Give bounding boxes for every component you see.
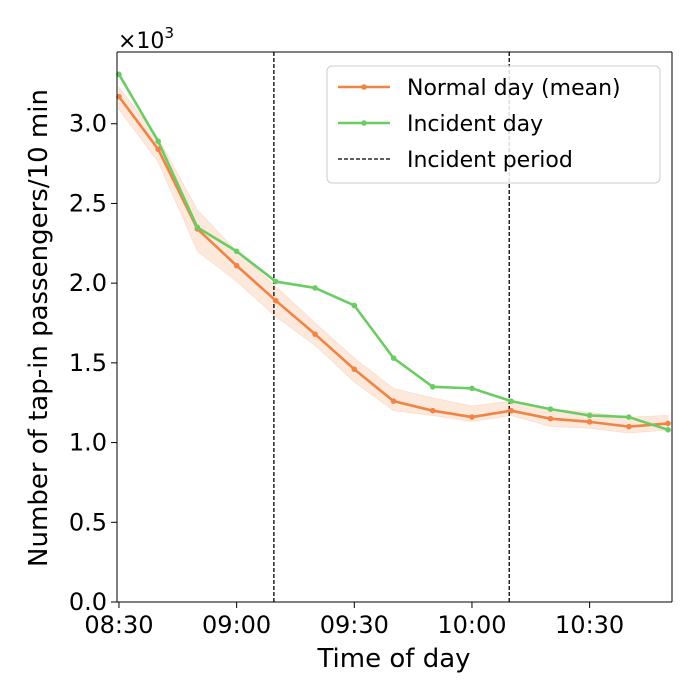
incident-day-point	[312, 285, 318, 291]
x-tick-label: 09:30	[320, 611, 389, 639]
normal-day-mean-point	[547, 415, 554, 422]
normal-day-mean-point	[116, 93, 122, 100]
legend-label-incident-period: Incident period	[407, 148, 573, 173]
normal-day-mean-point	[469, 414, 475, 420]
incident-day-point	[469, 385, 475, 392]
incident-day-point	[429, 383, 436, 390]
incident-day-point	[273, 278, 279, 285]
x-tick-label: 08:30	[84, 611, 153, 639]
legend: Normal day (mean) Incident day Incident …	[326, 65, 661, 184]
legend-label-incident-day: Incident day	[407, 112, 543, 137]
y-scale-prefix: ×10	[118, 29, 164, 54]
y-tick-label: 1.0	[69, 429, 107, 457]
normal-day-mean-point	[273, 297, 279, 304]
legend-marker-normal-day	[361, 84, 367, 90]
axes	[116, 51, 673, 603]
y-axis-title: Number of tap-in passengers/10 min	[24, 89, 54, 567]
normal-day-mean-point	[586, 419, 593, 425]
normal-day-mean-point	[312, 331, 318, 337]
y-tick-label: 2.5	[69, 189, 107, 217]
x-axis-title: Time of day	[316, 644, 470, 674]
x-tick-label: 09:00	[202, 611, 271, 639]
incident-day-point	[233, 248, 240, 255]
normal-day-mean-point	[626, 423, 632, 430]
x-tick-label: 10:00	[437, 611, 506, 639]
legend-marker-incident-day	[361, 120, 367, 126]
incident-day-point	[116, 71, 122, 78]
y-scale-multiplier: ×103	[118, 24, 174, 54]
y-tick-label: 2.0	[69, 269, 107, 297]
incident-day-point	[351, 302, 358, 309]
y-tick-label: 0.5	[69, 508, 107, 536]
x-tick-label: 10:30	[555, 611, 624, 639]
ticks: 08:30 09:00 09:30 10:00 10:30 0.0 0.5 1.0 1.5 2.0…	[69, 110, 624, 639]
incident-day-point	[390, 355, 397, 361]
normal-day-mean-point	[665, 420, 671, 427]
legend-box	[326, 65, 661, 184]
incident-day-point	[586, 412, 593, 419]
normal-day-mean-point	[351, 366, 358, 373]
incident-day-point	[508, 398, 514, 404]
incident-day-point	[665, 427, 671, 433]
series-markers	[116, 71, 671, 433]
y-scale-exponent: 3	[164, 24, 174, 42]
normal-day-mean-point	[233, 262, 240, 269]
y-tick-label: 1.5	[69, 349, 107, 377]
normal-day-mean-point	[508, 407, 514, 414]
incident-day-point	[194, 224, 201, 231]
y-tick-label: 0.0	[69, 588, 107, 616]
incident-day-point	[547, 406, 554, 412]
incident-day-point	[626, 414, 632, 420]
normal-day-mean-point	[429, 407, 436, 414]
y-tick-label: 3.0	[69, 110, 107, 138]
normal-day-mean-point	[155, 146, 161, 153]
normal-day-mean-point	[390, 398, 397, 404]
legend-label-normal-day: Normal day (mean)	[407, 76, 621, 101]
incident-day-point	[155, 138, 161, 145]
